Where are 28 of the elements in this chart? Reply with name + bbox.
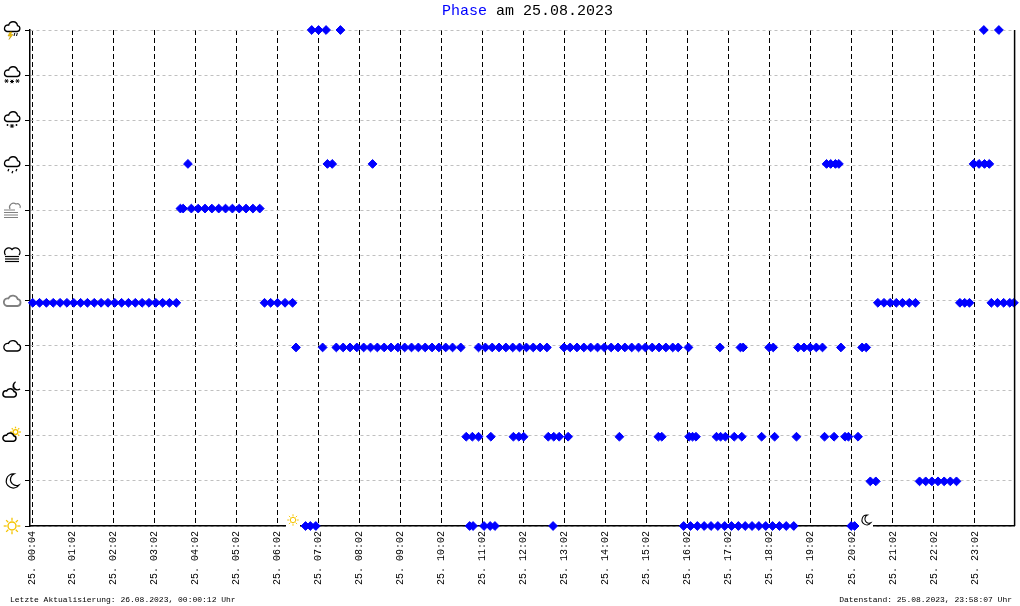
x-tick-label: 25. 17:02: [723, 531, 735, 586]
x-tick-label: 25. 19:02: [805, 531, 817, 586]
x-tick-label: 25. 23:02: [969, 531, 981, 586]
text: Datenstand: 25.08.2023, 23:58:07 Uhr: [839, 595, 1012, 605]
x-tick-label: 25. 22:02: [928, 531, 940, 586]
x-tick-label: 25. 02:02: [108, 531, 120, 586]
x-tick-label: 25. 14:02: [600, 531, 612, 586]
x-tick-label: 25. 21:02: [887, 531, 899, 586]
x-tick-label: 25. 01:02: [67, 531, 79, 586]
x-tick-label: 25. 16:02: [682, 531, 694, 586]
x-tick-label: 25. 11:02: [477, 531, 489, 586]
x-tick-label: 25. 03:02: [149, 531, 161, 586]
chart-title: am 25.08.2023: [496, 3, 614, 20]
x-tick-label: 25. 05:02: [231, 531, 243, 586]
text: Phase: [441, 3, 487, 20]
x-tick-label: 25. 18:02: [764, 531, 776, 586]
x-tick-label: 25. 07:02: [313, 531, 325, 586]
x-tick-label: 25. 15:02: [641, 531, 653, 586]
x-tick-label: 25. 12:02: [518, 531, 530, 586]
text: Letzte Aktualisierung: 26.08.2023, 00:00:12 Uhr: [10, 595, 236, 605]
x-tick-label: 25. 10:02: [436, 531, 448, 586]
x-tick-label: 25. 04:02: [190, 531, 202, 586]
x-tick-label: 25. 09:02: [395, 531, 407, 586]
x-tick-label: 25. 20:02: [846, 531, 858, 586]
x-tick-label: 25. 08:02: [354, 531, 366, 586]
x-tick-label: 25. 06:02: [272, 531, 284, 586]
x-tick-label: 25. 13:02: [559, 531, 571, 586]
x-tick-label: 25. 00:04: [27, 531, 39, 586]
